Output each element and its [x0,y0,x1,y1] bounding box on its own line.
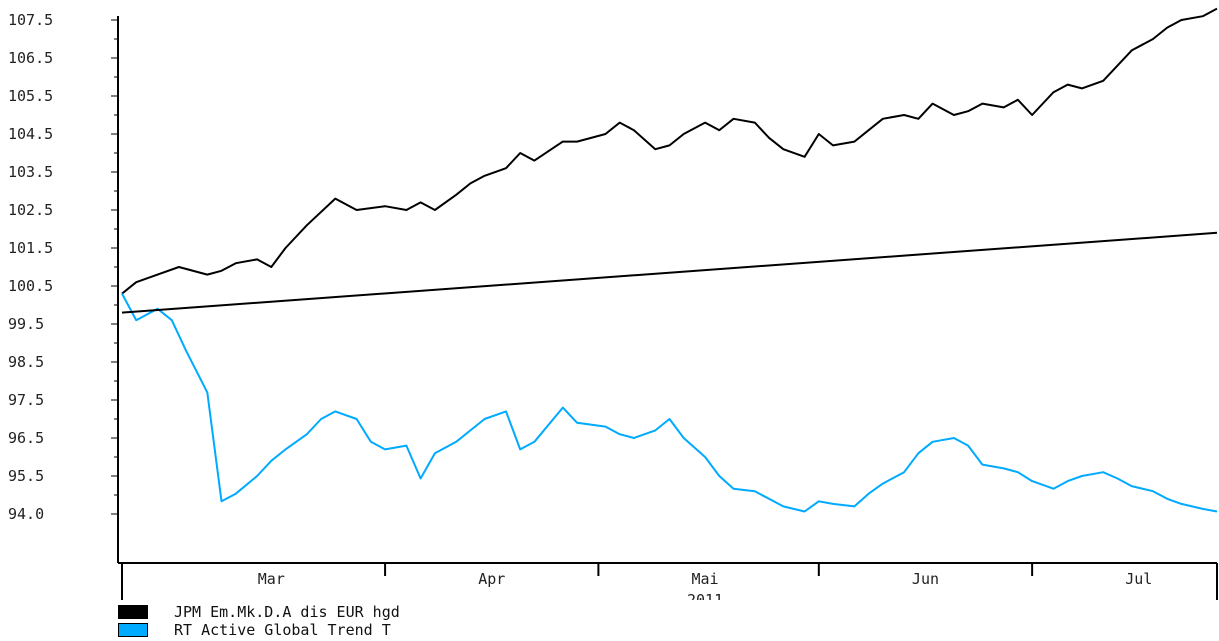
series-line-jpm [121,7,1218,295]
x-tick-label: Jun [912,570,939,588]
y-tick-label: 99.5 [8,315,44,333]
legend-swatch-jpm [118,605,148,619]
line-chart: 107.5 106.5 105.5 104.5 103.5 102.5 101.5 100.5… [8,7,1218,600]
y-tick-label: 104.5 [8,125,53,143]
x-tick-label: Apr [478,570,505,588]
x-tick-label: Mar [258,570,285,588]
legend-label-jpm: JPM Em.Mk.D.A dis EUR hgd [174,603,400,621]
y-tick-label: 105.5 [8,87,53,105]
y-axis: 107.5 106.5 105.5 104.5 103.5 102.5 101.5 100.5… [8,11,119,563]
y-tick-label: 97.5 [8,391,44,409]
y-tick-label: 100.5 [8,277,53,295]
y-tick-label: 98.5 [8,353,44,371]
y-tick-label: 107.5 [8,11,53,29]
y-tick-label: 102.5 [8,201,53,219]
y-tick-label: 96.5 [8,429,44,447]
y-tick-label: 103.5 [8,163,53,181]
legend-item-jpm: JPM Em.Mk.D.A dis EUR hgd [118,603,400,621]
y-tick-label: 95.5 [8,467,44,485]
x-tick-label: Mai [692,570,719,588]
y-tick-label: 94.0 [8,505,44,523]
legend-swatch-rt [118,623,148,637]
y-tick-label: 101.5 [8,239,53,257]
x-axis: Mar Apr Mai Jun Jul 2011 [118,562,1218,600]
trend-line [121,231,1218,314]
legend-label-rt: RT Active Global Trend T [174,621,391,639]
x-axis-year-label: 2011 [687,591,723,600]
series-layer [121,7,1218,513]
legend-item-rt: RT Active Global Trend T [118,621,400,639]
x-tick-label: Jul [1125,570,1152,588]
series-line-rt [121,293,1218,513]
legend: JPM Em.Mk.D.A dis EUR hgd RT Active Glob… [118,603,400,639]
y-tick-label: 106.5 [8,49,53,67]
